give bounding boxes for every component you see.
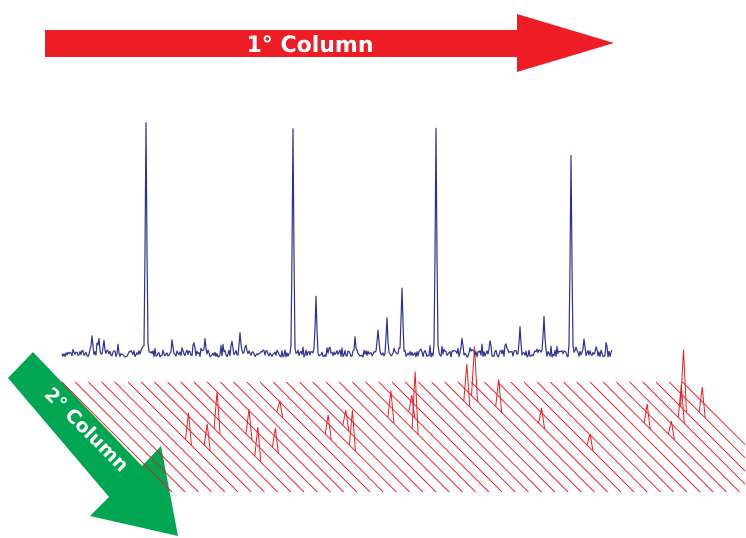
modulation-peak: [213, 391, 221, 435]
modulation-peak: [495, 379, 503, 413]
modulation-peak: [271, 428, 279, 454]
modulation-line: [444, 381, 556, 493]
modulation-line: [391, 381, 503, 493]
modulation-line: [642, 381, 746, 485]
modulation-peak: [408, 394, 416, 419]
modulation-line: [167, 381, 278, 493]
secondary-column-arrow-shape: [8, 352, 178, 536]
modulation-peak: [643, 403, 651, 430]
modulation-line: [246, 381, 358, 493]
modulation-line: [602, 381, 714, 493]
modulation-peak: [411, 371, 419, 435]
modulation-peak: [254, 426, 262, 463]
modulation-peak: [185, 412, 192, 446]
modulation-line: [325, 381, 437, 493]
modulation-peak: [698, 386, 706, 419]
modulation-peak: [471, 346, 478, 402]
primary-column-label: 1° Column: [246, 33, 373, 58]
modulation-line: [220, 381, 331, 493]
modulation-peak: [276, 400, 284, 419]
modulation-line: [233, 381, 344, 493]
modulation-line: [140, 381, 252, 493]
modulation-line: [127, 381, 239, 493]
modulation-line: [431, 381, 542, 493]
modulation-peak: [387, 390, 395, 424]
modulation-line: [74, 381, 186, 493]
modulation-line: [404, 381, 516, 493]
modulation-line: [589, 381, 701, 493]
modulation-peak: [324, 414, 332, 441]
modulation-line: [470, 381, 582, 493]
modulation-line: [193, 381, 305, 493]
modulation-peak: [245, 408, 253, 441]
modulation-line: [312, 381, 424, 493]
secondary-column-arrow: 2° Column: [8, 352, 178, 536]
modulation-line: [378, 381, 490, 493]
modulation-line: [655, 381, 746, 472]
modulation-line: [286, 381, 397, 493]
modulation-line: [563, 381, 674, 493]
modulation-line: [114, 381, 226, 493]
modulation-line: [88, 381, 199, 493]
modulation-line: [629, 381, 740, 493]
modulation-peak: [342, 410, 350, 432]
primary-column-arrow-shape: [45, 14, 614, 72]
modulation-line: [484, 381, 595, 493]
modulation-line: [259, 381, 371, 493]
modulation-line: [338, 381, 450, 493]
modulation-line: [365, 381, 476, 493]
modulation-line: [154, 381, 265, 493]
modulation-line: [536, 381, 648, 493]
modulation-line: [510, 381, 622, 493]
modulation-peak: [348, 409, 356, 452]
modulation-peak: [680, 349, 687, 413]
modulation-line: [206, 381, 318, 493]
modulation-line: [523, 381, 635, 493]
modulation-line: [616, 381, 727, 493]
modulation-line: [576, 381, 688, 493]
primary-column-arrow: 1° Column: [45, 14, 614, 72]
modulation-line: [352, 381, 463, 493]
modulation-lines: [61, 346, 746, 493]
modulation-peak: [203, 423, 211, 452]
modulation-line: [180, 381, 292, 493]
modulation-line: [101, 381, 212, 493]
first-dimension-chromatogram: [61, 122, 613, 358]
modulation-line: [550, 381, 661, 493]
modulation-peak: [586, 433, 594, 452]
modulation-line: [457, 381, 569, 493]
modulation-peak: [667, 420, 675, 441]
modulation-peak: [463, 363, 471, 408]
modulation-line: [497, 381, 608, 493]
modulation-line: [682, 381, 746, 445]
modulation-line: [272, 381, 384, 493]
modulation-line: [61, 381, 173, 493]
modulation-line: [418, 381, 529, 493]
modulation-peak: [538, 407, 546, 430]
